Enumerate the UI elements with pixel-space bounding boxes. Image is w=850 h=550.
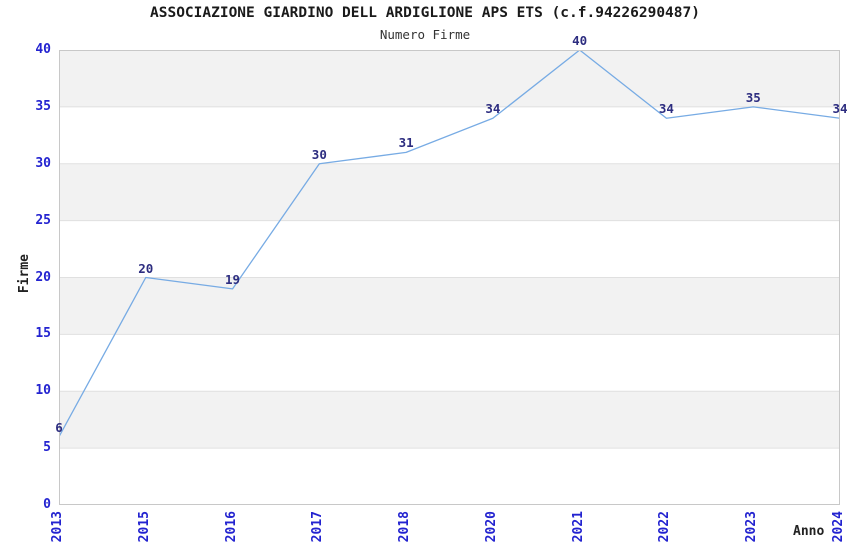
- y-tick-label: 10: [35, 383, 51, 399]
- plot-band: [59, 334, 840, 392]
- y-tick-label: 15: [35, 326, 51, 342]
- data-line: [59, 50, 840, 438]
- plot-area: [59, 50, 840, 505]
- x-tick-label: 2022: [657, 511, 673, 543]
- plot-band: [59, 220, 840, 278]
- x-tick-label: 2015: [136, 511, 152, 543]
- plot-band: [59, 448, 840, 505]
- plot-band: [59, 163, 840, 221]
- data-point-label: 35: [745, 89, 761, 105]
- plot-band: [59, 277, 840, 335]
- data-point-label: 20: [138, 260, 154, 276]
- y-tick-label: 40: [35, 42, 51, 57]
- y-tick-label: 0: [43, 497, 51, 512]
- x-tick-label: 2021: [570, 511, 586, 543]
- x-tick-label: 2013: [50, 511, 65, 543]
- x-tick-label: 2018: [397, 511, 413, 543]
- y-tick-label: 20: [35, 269, 51, 285]
- data-point-label: 40: [572, 33, 588, 48]
- y-tick-label: 25: [35, 212, 51, 228]
- plot-band: [59, 391, 840, 449]
- data-point-label: 34: [832, 101, 848, 117]
- x-tick-label: 2024: [831, 511, 846, 543]
- chart-title: ASSOCIAZIONE GIARDINO DELL ARDIGLIONE AP…: [150, 5, 700, 21]
- chart-subtitle: Numero Firme: [379, 27, 471, 42]
- x-tick-label: 2020: [483, 511, 499, 543]
- x-tick-label: 2017: [310, 511, 326, 543]
- data-point-label: 31: [398, 135, 414, 151]
- x-axis-label: Anno: [793, 524, 825, 539]
- data-point-label: 6: [55, 419, 63, 435]
- plot-band: [59, 50, 840, 107]
- data-point-label: 19: [225, 271, 241, 287]
- y-tick-label: 5: [43, 440, 51, 456]
- plot-border: [59, 50, 840, 505]
- x-tick-label: 2023: [744, 511, 760, 543]
- y-tick-label: 30: [35, 155, 51, 171]
- y-tick-label: 35: [35, 98, 51, 114]
- x-tick-label: 2016: [223, 511, 239, 543]
- line-chart-svg: [59, 50, 840, 505]
- data-point-label: 34: [485, 101, 501, 117]
- data-point-label: 30: [311, 146, 327, 162]
- data-point-label: 34: [658, 101, 674, 117]
